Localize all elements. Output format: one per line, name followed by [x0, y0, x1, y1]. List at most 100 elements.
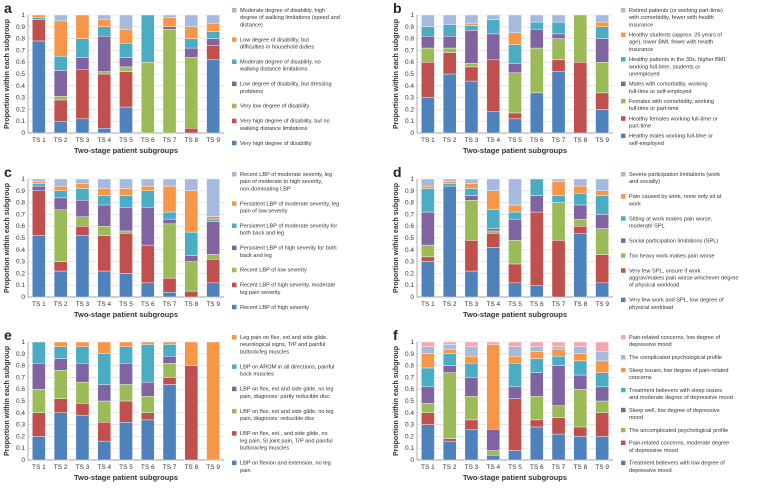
bar-segment: [486, 190, 500, 210]
bar-segment: [119, 400, 133, 423]
x-tick-label: TS 6: [141, 301, 155, 308]
bar-segment: [595, 372, 609, 388]
bar-segment: [551, 202, 566, 241]
legend-swatch: [232, 304, 237, 310]
y-tick-label: 0.6: [405, 223, 414, 230]
legend-label: Recent LBP of high severity: [240, 305, 309, 311]
bar-segment: [119, 273, 133, 298]
bar-segment: [162, 17, 177, 28]
x-tick-label: TS 4: [486, 137, 500, 144]
y-tick-label: 0.7: [16, 47, 25, 54]
legend-item: Pain-related concerns, moderate degree of…: [621, 440, 729, 454]
bar-segment: [97, 204, 111, 227]
bar-segment: [53, 190, 68, 199]
bar-segment: [184, 47, 199, 58]
bar-segment: [442, 185, 457, 298]
x-tick-label: TS 4: [486, 464, 500, 471]
y-tick-label: 0.1: [16, 445, 25, 452]
y-tick-label: 0.7: [405, 374, 414, 381]
y-tick-label: 0.3: [16, 259, 25, 266]
legend-label: Sleep issues, low degree of pain-related…: [629, 368, 729, 381]
y-tick-label: 0.8: [16, 36, 25, 43]
bar-segment: [508, 112, 522, 120]
x-axis-title: Two-stage patient subgroups: [463, 473, 567, 482]
x-tick-label: TS 4: [97, 464, 111, 471]
bar-stack: [595, 178, 609, 298]
bar-segment: [464, 14, 479, 24]
bar-segment: [551, 33, 566, 39]
legend-swatch: [232, 408, 237, 414]
bar-segment: [573, 426, 588, 437]
bar-segment: [573, 346, 588, 354]
y-tick-label: 0.9: [405, 24, 414, 31]
bar-segment: [97, 128, 111, 134]
legend-item: The complicated psychological profile: [621, 355, 722, 361]
legend-label: Persistent LBP of high severity for both…: [240, 246, 337, 259]
bar-segment: [421, 62, 435, 98]
bar-segment: [595, 26, 609, 39]
x-tick-label: TS 9: [595, 464, 609, 471]
bar-segment: [97, 226, 111, 236]
y-tick-label: 0.1: [16, 118, 25, 125]
bar-segment: [53, 197, 68, 210]
legend-item: Severe participation limitations (work an…: [621, 172, 720, 185]
y-tick-label: 0.1: [405, 282, 414, 289]
x-tick-label: TS 1: [421, 301, 435, 308]
x-tick-label: TS 8: [184, 301, 198, 308]
bar-segment: [75, 57, 90, 70]
y-tick-label: 0: [21, 294, 25, 301]
legend-label: Persistent LBP of moderate severity, leg…: [240, 201, 339, 214]
bar-segment: [119, 195, 133, 208]
legend-label: Healthy patients in the 30s, higher BMI,…: [628, 57, 727, 77]
bar-segment: [551, 405, 566, 418]
legend-swatch: [621, 98, 626, 104]
bar-segment: [162, 344, 177, 357]
bar-segment: [32, 183, 46, 187]
bar-segment: [595, 282, 609, 298]
bar-segment: [508, 363, 522, 388]
bar-segment: [184, 57, 199, 129]
bar-stack: [141, 14, 155, 134]
bar-segment: [97, 14, 111, 20]
bar-segment: [464, 66, 479, 82]
bar-segment: [464, 341, 479, 347]
y-tick-label: 0.4: [405, 83, 414, 90]
bar-segment: [508, 386, 522, 399]
legend-label: The uncomplicated psychological profile: [629, 428, 728, 434]
bar-segment: [119, 43, 133, 58]
y-tick-label: 1: [410, 12, 414, 19]
legend-swatch: [232, 140, 237, 146]
legend-item: Very few work and SPL, low degree of phys…: [621, 297, 724, 311]
bar-segment: [97, 400, 111, 423]
bar-segment: [442, 14, 457, 25]
y-tick-label: 0.9: [16, 351, 25, 358]
y-tick-label: 0.4: [405, 247, 414, 254]
bar-segment: [595, 351, 609, 362]
bar-segment: [53, 56, 68, 71]
legend-item: Sleep issues, low degree of pain-related…: [621, 367, 729, 381]
bar-segment: [573, 14, 588, 63]
bar-segment: [551, 365, 566, 406]
bar-segment: [53, 398, 68, 413]
legend-label: Social participation limitations (SPL): [629, 238, 718, 244]
bar-segment: [75, 363, 90, 383]
legend-item: Recent LBP of moderate severity, leg pain…: [232, 172, 332, 192]
bar-segment: [595, 254, 609, 284]
legend-swatch: [621, 172, 626, 177]
y-tick-label: 0.9: [405, 351, 414, 358]
legend-item: LBP on flex, ext and side glide, no leg p…: [232, 408, 334, 422]
bar-stack: [75, 341, 90, 461]
legend-swatch: [621, 32, 626, 38]
y-tick-label: 0: [410, 457, 414, 464]
bar-segment: [97, 422, 111, 442]
bar-stack: [508, 14, 522, 134]
legend-item: Social participation limitations (SPL): [621, 238, 718, 244]
bar-stack: [573, 178, 588, 298]
legend-label: Females with comorbidity, working full-ti…: [629, 99, 714, 112]
bar-segment: [551, 14, 566, 23]
y-tick-label: 0.3: [16, 95, 25, 102]
bar-segment: [530, 346, 544, 352]
bar-segment: [486, 111, 500, 134]
bar-segment: [508, 398, 522, 451]
bar-segment: [464, 25, 479, 31]
